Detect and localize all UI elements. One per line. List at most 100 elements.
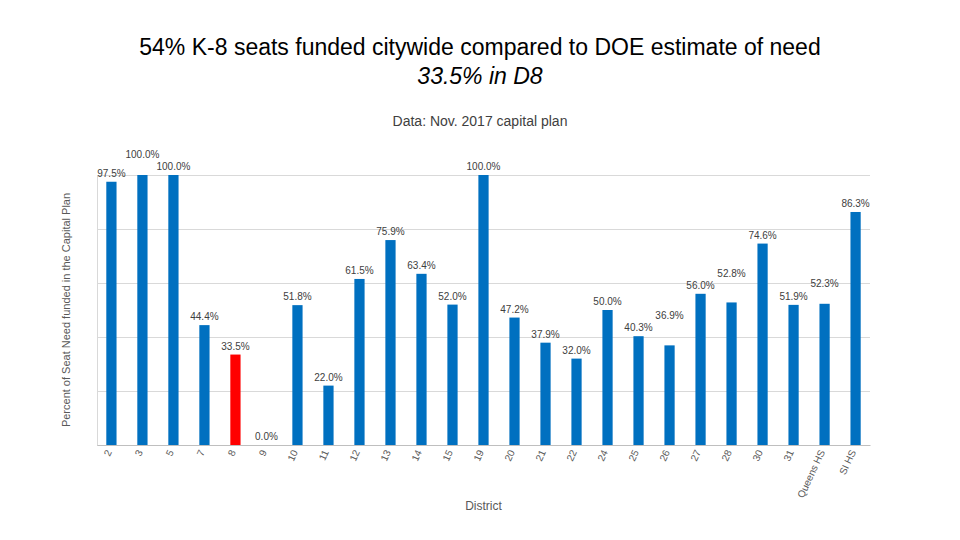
x-tick-label: 19 <box>471 448 486 463</box>
x-tick: 27 <box>688 448 703 463</box>
bar <box>819 304 829 445</box>
bar <box>571 359 581 445</box>
x-tick: 10 <box>285 448 300 463</box>
x-tick: 31 <box>781 448 796 463</box>
x-tick-label: 13 <box>378 448 393 463</box>
x-tick: 30 <box>750 448 765 463</box>
data-label: 100.0% <box>467 161 501 172</box>
y-tick <box>97 445 870 446</box>
bar <box>137 175 147 445</box>
bar <box>788 305 798 445</box>
annotation: Data: Nov. 2017 capital plan <box>393 113 568 129</box>
x-tick-label: 8 <box>226 448 239 458</box>
x-tick: 2 <box>102 448 115 458</box>
x-tick: 22 <box>564 448 579 463</box>
x-tick-label: 21 <box>533 448 548 463</box>
x-tick-label: 28 <box>719 448 734 463</box>
data-label: 40.3% <box>624 322 652 333</box>
x-tick: 9 <box>257 448 270 458</box>
bar <box>664 345 674 445</box>
data-label: 22.0% <box>314 372 342 383</box>
y-axis-title: Percent of Seat Need funded in the Capit… <box>60 193 72 427</box>
x-tick-label: SI HS <box>837 448 858 477</box>
data-label: 52.3% <box>810 278 838 289</box>
x-tick-label: 30 <box>750 448 765 463</box>
bar <box>509 318 519 445</box>
x-tick: 21 <box>533 448 548 463</box>
data-label: 100.0% <box>125 149 159 160</box>
x-axis: 2 3 5 7 8 9 10 11 12 13 14 15 19 20 21 22 24 25 26 27 28 30 31… <box>98 446 871 500</box>
x-tick-label: 15 <box>440 448 455 463</box>
x-tick-label: 12 <box>347 448 362 463</box>
x-tick-label: 22 <box>564 448 579 463</box>
x-tick: 26 <box>657 448 672 463</box>
x-tick: 24 <box>595 448 610 463</box>
y-axis <box>97 176 870 446</box>
x-tick: 25 <box>626 448 641 463</box>
bar <box>261 445 271 446</box>
bar <box>478 175 488 445</box>
x-tick: 3 <box>133 448 146 458</box>
subtitle: 33.5% in D8 <box>417 63 543 89</box>
data-label: 52.0% <box>438 291 466 302</box>
bar <box>199 325 209 445</box>
bar <box>416 274 426 445</box>
x-tick: Queens HS <box>795 448 827 500</box>
data-label: 63.4% <box>407 260 435 271</box>
data-label: 47.2% <box>500 304 528 315</box>
bar <box>633 336 643 445</box>
bar <box>168 175 178 445</box>
x-tick-label: 9 <box>257 448 270 458</box>
grid-line <box>97 445 870 446</box>
x-tick: 7 <box>195 448 208 458</box>
x-tick-label: 31 <box>781 448 796 463</box>
x-axis-line <box>98 445 871 446</box>
data-label: 51.9% <box>779 291 807 302</box>
data-label: 33.5% <box>221 341 249 352</box>
bar <box>757 244 767 445</box>
y-axis-line <box>98 176 871 446</box>
x-tick: 8 <box>226 448 239 458</box>
bar <box>447 305 457 445</box>
x-tick-label: Queens HS <box>795 448 827 500</box>
x-tick: 5 <box>164 448 177 458</box>
data-label: 75.9% <box>376 226 404 237</box>
data-labels: 97.5%100.0%100.0%44.4%33.5%0.0%51.8%22.0… <box>97 149 870 442</box>
x-tick: 28 <box>719 448 734 463</box>
bar <box>292 305 302 445</box>
data-label: 32.0% <box>562 345 590 356</box>
x-tick-label: 27 <box>688 448 703 463</box>
x-tick-label: 3 <box>133 448 146 458</box>
data-label: 0.0% <box>255 431 278 442</box>
x-tick-label: 20 <box>502 448 517 463</box>
data-label: 51.8% <box>283 291 311 302</box>
data-label: 56.0% <box>686 280 714 291</box>
data-label: 61.5% <box>345 265 373 276</box>
x-tick: SI HS <box>837 448 858 477</box>
x-tick: 19 <box>471 448 486 463</box>
bar <box>726 302 736 445</box>
data-label: 44.4% <box>190 311 218 322</box>
x-tick: 11 <box>317 448 332 462</box>
x-tick-label: 2 <box>102 448 115 458</box>
x-tick-label: 5 <box>164 448 177 458</box>
background <box>0 0 960 540</box>
bar <box>540 343 550 445</box>
data-label: 74.6% <box>748 230 776 241</box>
data-label: 36.9% <box>655 310 683 321</box>
bars <box>106 175 860 445</box>
x-tick: 15 <box>440 448 455 463</box>
x-tick-label: 10 <box>285 448 300 463</box>
chart: 54% K-8 seats funded citywide compared t… <box>0 0 960 540</box>
x-tick-label: 14 <box>409 448 424 463</box>
x-tick-label: 7 <box>195 448 208 458</box>
x-axis-title: District <box>465 499 502 513</box>
bar <box>323 386 333 445</box>
data-label: 86.3% <box>841 198 869 209</box>
x-tick: 20 <box>502 448 517 463</box>
x-tick-label: 26 <box>657 448 672 463</box>
bar <box>106 182 116 445</box>
data-label: 52.8% <box>717 268 745 279</box>
bar <box>602 310 612 445</box>
data-label: 97.5% <box>97 168 125 179</box>
